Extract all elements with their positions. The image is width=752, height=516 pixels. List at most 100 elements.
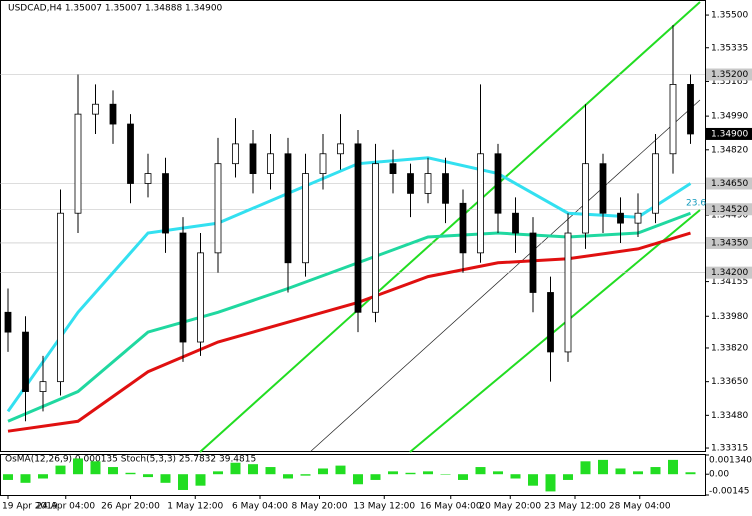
channel-lower [409,209,701,453]
candle-body [669,84,677,155]
osma-bar [318,468,328,475]
osma-label: OsMA(12,26,9) 0.000135 Stoch(5,3,3) 25.7… [5,455,256,465]
candle-body [284,153,292,264]
osma-bar [20,474,31,483]
y-tick-label: 1.34820 [711,145,748,155]
candle-body [232,143,239,165]
level-label: 1.35200 [711,70,748,80]
candle-body [617,212,624,224]
osma-bar [160,474,171,483]
osma-tick-label: 0.00 [709,470,729,480]
candle-body [22,331,29,392]
candle-body [407,173,414,194]
candle-body [652,153,659,214]
osma-bar [90,461,101,475]
y-tick-label: 1.35335 [711,43,748,53]
osma-bar [440,474,451,475]
osma-bar [195,474,206,486]
channel-upper [199,1,701,453]
main-frame [0,0,706,452]
candle-body [424,173,432,194]
candle-body [109,103,117,125]
candle-body [302,173,309,264]
trend-line [309,99,701,453]
y-tick-label: 1.34490 [711,211,748,221]
osma-bar [598,459,608,475]
y-tick-label: 1.35165 [711,77,748,87]
osma-bar [510,474,521,479]
level-box [706,266,752,279]
level-box [706,203,752,216]
candle-body [372,163,379,313]
osma-bar [528,474,538,486]
current-label: 1.34900 [711,129,748,139]
osma-bar [265,467,276,475]
candle-body [74,113,82,214]
osma-bar [55,465,66,475]
level-label: 1.34200 [711,268,748,278]
y-tick-label: 1.34990 [711,112,748,122]
level-box [706,177,752,190]
y-tick-label: 1.34155 [711,277,748,287]
candle-body [92,103,99,115]
osma-bar [73,458,83,475]
level-box [706,68,752,81]
osma-bar [125,472,136,475]
x-tick-label: 8 May 20:00 [292,502,348,512]
candle-body [547,292,554,353]
chart-title: USDCAD,H4 1.35007 1.35007 1.34888 1.3490… [8,4,223,14]
x-tick-label: 1 May 12:00 [167,502,223,512]
candle-body [687,84,694,135]
candle-body [599,163,607,214]
y-tick-label: 1.33820 [711,343,748,353]
level-label: 1.34650 [711,179,748,189]
osma-bar [283,474,293,479]
candle-body [127,123,134,184]
x-tick-label: 24 Apr 04:00 [36,502,95,512]
osma-bar [3,474,13,480]
candle-body [354,143,362,313]
candle-body [197,252,204,343]
level-box [706,236,752,249]
candle-body [4,311,12,333]
candle-body [494,153,502,214]
osma-bar [685,472,696,475]
y-tick-label: 1.35500 [711,11,748,21]
candle-body [319,153,327,174]
candle-body [564,232,572,353]
osma-bar [493,471,503,475]
osma-bar [388,471,398,475]
osma-bar [108,467,118,475]
osma-bar [178,474,188,490]
candle-body [529,232,537,293]
osma-bar [300,474,311,476]
candle-body [442,173,449,204]
candle-body [389,163,397,174]
osma-tick-label: 0.0013402 [709,456,752,466]
osma-bar [353,474,363,485]
x-tick-label: 13 May 12:00 [353,502,415,512]
candle-body [267,153,274,174]
candle-body [337,143,344,155]
osma-bar [458,474,468,480]
candle-body [512,212,519,234]
osma-bar [370,474,381,480]
osma-bar [143,474,153,478]
y-tick-label: 1.33315 [711,444,748,454]
osma-bar [335,465,346,475]
osma-bar [230,462,241,475]
osma-bar [668,459,678,475]
osma-tick-label: -0.00145 [709,487,749,497]
level-label: 1.34520 [711,205,748,215]
x-tick-label: 26 Apr 20:00 [101,502,160,512]
osma-bar [563,474,573,480]
candle-body [39,381,47,392]
candle-body [162,173,169,234]
x-tick-label: 20 May 20:00 [479,502,541,512]
osma-bar [615,468,626,475]
osma-bar [545,474,556,492]
osma-bar [405,472,416,475]
candle-body [582,163,589,234]
candle-body [214,163,222,254]
